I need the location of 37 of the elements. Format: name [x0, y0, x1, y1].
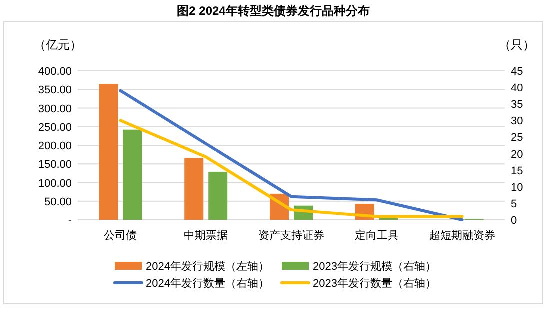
chart-title: 图2 2024年转型类债券发行品种分布: [177, 4, 370, 18]
y-tick-label: 350.00: [38, 84, 72, 97]
y-tick-label: 200.00: [38, 140, 72, 152]
bar: [99, 84, 118, 220]
y2-tick-label: 40: [511, 82, 524, 95]
legend-label: 2023年发行数量（右轴）: [313, 277, 436, 290]
x-tick-label: 定向工具: [354, 229, 399, 242]
y2-tick-label: 25: [511, 132, 524, 144]
bar: [208, 172, 228, 220]
y2-tick-label: 45: [511, 66, 524, 78]
y-tick-label: 300.00: [38, 103, 72, 116]
bar: [184, 158, 204, 220]
line-series: [119, 89, 464, 222]
legend-label: 2024年发行规模（左轴）: [146, 260, 270, 273]
y-tick-label: 50.00: [44, 196, 72, 208]
y-tick-label: -: [68, 215, 72, 227]
y2-tick-label: 5: [511, 198, 518, 210]
y-tick-label: 250.00: [38, 122, 72, 134]
legend-label: 2023年发行规模（右轴）: [313, 260, 436, 273]
y-tick-label: 100.00: [38, 178, 72, 190]
y2-axis-title: （只）: [499, 38, 535, 52]
y2-tick-label: 0: [511, 215, 518, 227]
y2-tick-label: 20: [511, 148, 524, 161]
line-series: [119, 119, 464, 218]
y-tick-label: 150.00: [38, 159, 72, 172]
legend-label: 2024年发行数量（右轴）: [146, 277, 270, 290]
y2-tick-label: 30: [511, 116, 524, 128]
y2-tick-label: 15: [511, 165, 524, 178]
x-tick-label: 资产支持证券: [258, 229, 324, 242]
y2-tick-label: 35: [511, 99, 524, 112]
y-axis-title: （亿元）: [34, 38, 82, 52]
y-tick-label: 400.00: [38, 66, 72, 78]
bar: [123, 130, 142, 220]
x-tick-label: 公司债: [104, 230, 138, 242]
x-tick-label: 超短期融资券: [429, 229, 496, 242]
x-tick-label: 中期票据: [184, 229, 228, 242]
y2-tick-label: 10: [511, 182, 524, 194]
